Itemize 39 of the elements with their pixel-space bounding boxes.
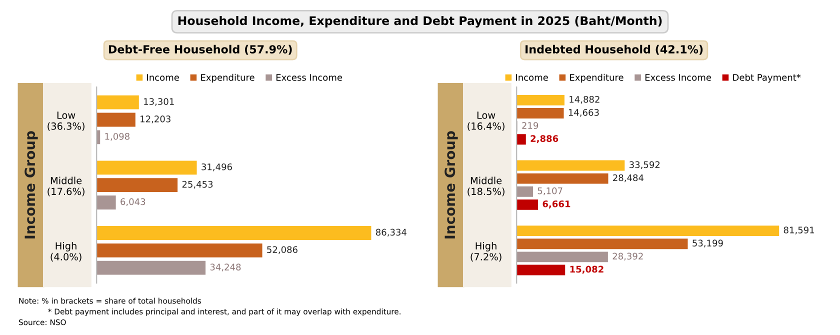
legend-label: Income [516, 74, 548, 81]
y-tick-label: Low (16.4%) [468, 112, 504, 131]
data-label: 53,199 [692, 240, 723, 248]
y-tick-label: Middle (17.6%) [48, 176, 84, 196]
y-tick-label: Low (36.3%) [48, 112, 84, 131]
y-tick-label: High (7.2%) [470, 242, 502, 262]
data-label: 15,082 [570, 266, 604, 274]
data-label: 81,591 [784, 226, 814, 234]
y-tick-label: High (4.0%) [50, 242, 82, 262]
legend-label: Expenditure [570, 74, 624, 83]
data-label: 33,592 [630, 161, 660, 170]
data-label: 28,392 [612, 252, 643, 260]
data-label: 2,886 [530, 135, 558, 144]
chart-subtitle: Debt-Free Household (57.9%) [108, 44, 292, 55]
y-axis-title: Income Group [444, 131, 458, 238]
legend-label: Excess Income [276, 74, 342, 81]
data-label: 1,098 [105, 132, 130, 141]
legend-label: Debt Payment* [733, 74, 801, 83]
data-label: 52,086 [267, 246, 298, 254]
chart-subtitle: Indebted Household (42.1%) [526, 44, 703, 55]
data-label: 14,882 [570, 96, 600, 104]
data-label: 12,203 [140, 116, 170, 124]
data-label: 34,248 [210, 264, 241, 272]
text: Household Income, Expenditure and Debt Payment in 2025 (Baht/Month) [178, 16, 662, 28]
data-label: 14,663 [568, 109, 599, 117]
data-label: 13,301 [144, 98, 174, 106]
data-label: 31,496 [202, 163, 232, 172]
y-tick-label: Middle (18.5%) [468, 176, 504, 196]
legend-label: Excess Income [645, 74, 711, 81]
y-axis-title: Income Group [24, 131, 38, 238]
data-label: 86,334 [376, 228, 406, 237]
data-label: 219 [522, 122, 538, 129]
data-label: 6,043 [120, 198, 146, 206]
legend-label: Expenditure [201, 74, 254, 83]
data-label: 6,661 [542, 200, 570, 208]
legend-label: Income [147, 74, 179, 81]
data-label: 25,453 [182, 180, 213, 189]
data-label: 5,107 [538, 187, 562, 196]
data-label: 28,484 [613, 174, 644, 182]
